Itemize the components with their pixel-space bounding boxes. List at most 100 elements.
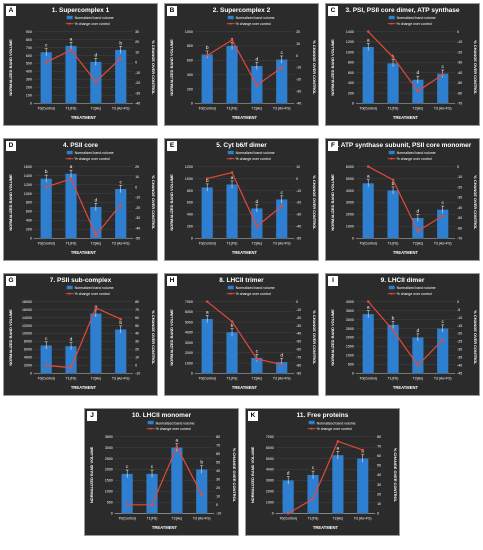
y-tick-label: 1200 xyxy=(185,165,193,169)
chart-panel-i: Normalized band volume % change over cont… xyxy=(325,273,480,396)
y2-tick-label: 20 xyxy=(216,486,220,490)
significance-letter: a xyxy=(231,176,234,181)
y2-tick-label: 60 xyxy=(135,316,139,320)
change-line xyxy=(45,49,122,83)
chart-title: 8. LHCII trimer xyxy=(219,277,264,284)
bar xyxy=(146,473,158,514)
y-axis-label: NORMALIZED BAND VOLUME xyxy=(8,309,13,366)
chart-panel-a: Normalized band volume % change over cont… xyxy=(3,3,158,126)
y-tick-label: 0 xyxy=(30,102,32,106)
significance-letter: c xyxy=(256,349,259,354)
y-tick-label: 2000 xyxy=(266,490,274,494)
legend-line-label: % change over control xyxy=(317,427,352,431)
chart-title: 1. Supercomplex 1 xyxy=(51,7,110,14)
x-tick-label: T0(Control) xyxy=(359,376,376,380)
y2-tick-label: -5 xyxy=(457,308,460,312)
significance-letter: d xyxy=(417,70,420,76)
y-tick-label: 8000 xyxy=(24,340,32,344)
y-tick-label: 4000 xyxy=(266,468,274,472)
y2-tick-label: -40 xyxy=(457,206,462,210)
significance-letter: a xyxy=(176,439,179,444)
line-point xyxy=(94,306,98,310)
legend-bar-swatch xyxy=(227,15,234,20)
y2-tick-label: -20 xyxy=(457,50,462,54)
line-point xyxy=(119,317,122,321)
y2-tick-label: -10 xyxy=(296,189,301,193)
significance-letter: d xyxy=(95,52,98,58)
y-tick-label: 7000 xyxy=(266,435,274,439)
x-axis-label: TREATMENT xyxy=(71,115,97,120)
chart-svg: Normalized band volume % change over cont… xyxy=(169,150,317,255)
y-tick-label: 3000 xyxy=(346,318,354,322)
y2-tick-label: 10 xyxy=(216,495,220,499)
y-tick-label: 18000 xyxy=(22,300,32,304)
legend-bar-label: Normalized band volume xyxy=(397,286,436,290)
chart-title: 4. PSII core xyxy=(62,142,99,149)
y-axis-label: NORMALIZED BAND VOLUME xyxy=(169,174,174,231)
line-point xyxy=(441,73,444,76)
y-tick-label: 0 xyxy=(352,102,354,106)
significance-letter: a xyxy=(367,175,370,180)
y2-tick-label: -60 xyxy=(457,226,462,230)
change-line xyxy=(46,307,121,369)
bar xyxy=(115,329,127,374)
legend-bar-label: Normalized band volume xyxy=(156,421,195,425)
y2-axis-label: % CHANGE OVER CONTROL xyxy=(151,175,156,230)
bar xyxy=(387,324,399,374)
significance-letter: c xyxy=(45,44,48,49)
y-tick-label: 1000 xyxy=(185,361,193,365)
y2-axis-label: % CHANGE OVER CONTROL xyxy=(312,310,317,365)
significance-letter: b xyxy=(119,320,122,326)
chart-title: 2. Supercomplex 2 xyxy=(212,7,271,14)
legend-line-label: % change over control xyxy=(397,157,432,161)
chart-panel-j: Normalized band volume % change over cont… xyxy=(84,408,239,536)
y-tick-label: 600 xyxy=(26,54,32,58)
bar xyxy=(357,458,369,514)
significance-letter: a xyxy=(70,165,73,170)
chart-svg: Normalized band volume % change over cont… xyxy=(330,150,478,255)
chart-svg: Normalized band volume % change over cont… xyxy=(169,285,317,390)
bar xyxy=(115,49,127,104)
line-point xyxy=(441,214,444,218)
line-point xyxy=(366,300,370,303)
y2-tick-label: -20 xyxy=(457,332,462,336)
y-tick-label: 4000 xyxy=(185,331,193,335)
y-tick-label: 500 xyxy=(107,501,113,505)
line-point xyxy=(119,56,122,60)
line-point xyxy=(366,165,370,168)
line-point xyxy=(200,493,204,496)
y2-tick-label: -50 xyxy=(296,340,301,344)
x-tick-label: T2(As) xyxy=(91,106,101,110)
significance-letter: c xyxy=(45,337,48,342)
significance-letter: d xyxy=(256,56,259,62)
y2-tick-label: 0 xyxy=(296,54,298,58)
change-line xyxy=(367,166,444,233)
x-tick-label: T0(Control) xyxy=(359,106,376,110)
legend-line-marker xyxy=(229,157,232,160)
legend-line-marker xyxy=(68,157,71,160)
y2-tick-label: -10 xyxy=(457,316,462,320)
y-tick-label: 0 xyxy=(30,237,32,241)
line-point xyxy=(416,89,420,93)
x-tick-label: T2(As) xyxy=(413,376,423,380)
y2-tick-label: -10 xyxy=(135,372,140,376)
significance-letter: c xyxy=(441,65,444,70)
significance-letter: c xyxy=(280,191,283,196)
y-tick-label: 800 xyxy=(348,61,354,65)
legend-bar-swatch xyxy=(308,420,315,425)
panel-letter: E xyxy=(167,141,177,151)
legend-bar-label: Normalized band volume xyxy=(236,151,275,155)
legend-bar-label: Normalized band volume xyxy=(236,16,275,20)
y2-tick-label: -20 xyxy=(296,316,301,320)
y-tick-label: 3500 xyxy=(105,435,113,439)
y2-tick-label: -70 xyxy=(457,237,462,241)
y2-tick-label: 60 xyxy=(377,454,381,458)
y2-tick-label: 30 xyxy=(377,483,381,487)
line-point xyxy=(230,320,234,323)
chart-svg: Normalized band volume % change over cont… xyxy=(330,285,478,390)
y-tick-label: 200 xyxy=(26,86,32,90)
chart-title: 3. PSI, PSII core dimer, ATP synthase xyxy=(345,7,460,14)
y-tick-label: 3000 xyxy=(105,446,113,450)
legend-line-label: % change over control xyxy=(156,427,191,431)
y2-tick-label: 50 xyxy=(216,460,220,464)
